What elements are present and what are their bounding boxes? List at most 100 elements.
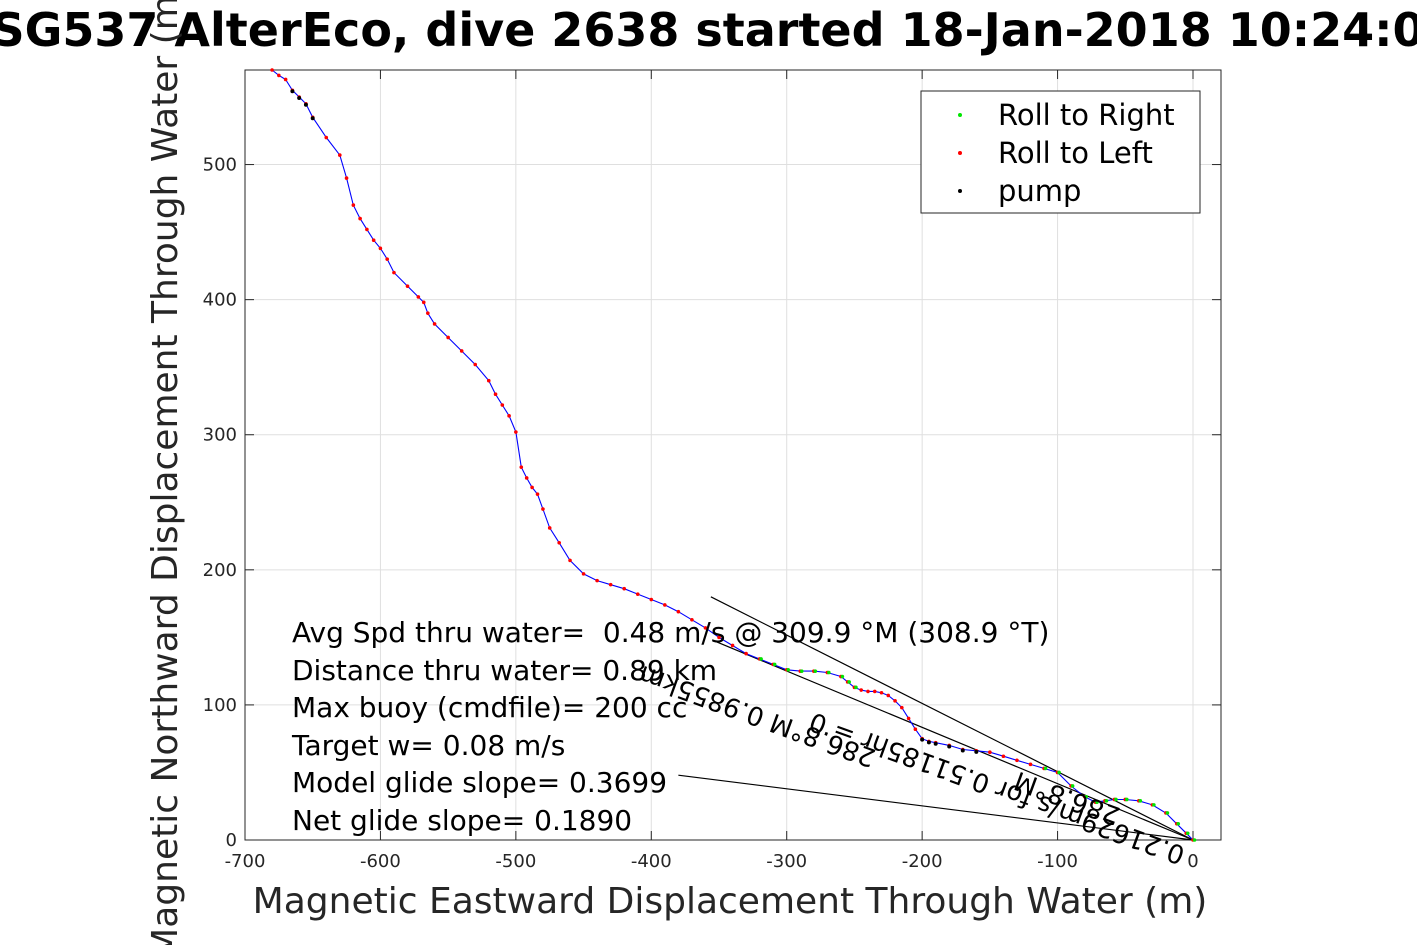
roll-left-marker	[649, 597, 654, 602]
roll-left-marker	[519, 465, 524, 469]
reference-line	[678, 774, 1194, 841]
roll-left-marker	[581, 572, 586, 576]
roll-right-marker	[786, 667, 791, 672]
roll-left-marker	[365, 227, 369, 232]
legend-label-pump: pump	[998, 174, 1081, 208]
pump-marker	[297, 96, 302, 101]
roll-left-marker	[524, 476, 529, 480]
roll-left-marker	[879, 690, 884, 695]
roll-right-marker	[854, 685, 858, 690]
roll-left-marker	[703, 626, 708, 630]
roll-right-marker	[1152, 803, 1156, 807]
pump-marker	[926, 740, 931, 745]
y-tick-label: 400	[203, 290, 237, 311]
roll-left-marker	[1028, 762, 1033, 767]
roll-left-marker	[421, 300, 426, 305]
roll-left-marker	[690, 618, 694, 622]
roll-left-marker	[392, 270, 396, 275]
roll-left-marker	[730, 643, 735, 648]
reference-line	[711, 639, 1194, 841]
pump-marker	[310, 116, 315, 121]
roll-left-marker	[568, 558, 572, 563]
roll-markers	[270, 68, 1197, 842]
roll-left-marker	[270, 68, 274, 72]
roll-left-marker	[988, 750, 992, 754]
plot-area-frame	[244, 69, 1222, 841]
pump-marker	[920, 737, 925, 742]
roll-right-marker	[1114, 797, 1118, 802]
legend-label-roll-right: Roll to Right	[998, 98, 1175, 132]
roll-left-marker	[378, 246, 383, 251]
roll-left-marker	[859, 688, 863, 692]
roll-right-marker	[840, 674, 845, 679]
roll-right-marker	[1104, 799, 1109, 803]
x-tick-label: -700	[225, 851, 266, 872]
roll-left-marker	[717, 635, 721, 640]
y-tick-label: 0	[226, 830, 237, 851]
roll-right-marker	[1165, 811, 1170, 815]
legend-box	[920, 90, 1201, 214]
roll-left-marker	[866, 689, 870, 694]
x-tick-label: -100	[1037, 851, 1078, 872]
roll-left-marker	[900, 705, 904, 710]
y-axis-ticks: 0 100 200 300 400 500	[203, 155, 1221, 851]
roll-right-marker	[772, 662, 777, 667]
y-tick-label: 300	[203, 425, 237, 446]
roll-left-marker	[676, 609, 681, 614]
roll-left-marker	[906, 716, 911, 721]
roll-left-marker	[446, 335, 450, 340]
pump-marker	[947, 744, 952, 749]
y-tick-label: 500	[203, 155, 237, 176]
roll-right-marker	[799, 669, 804, 673]
roll-left-marker	[1015, 758, 1019, 763]
x-tick-label: -400	[631, 851, 672, 872]
legend-marker-roll-left	[958, 151, 962, 155]
roll-left-marker	[608, 582, 613, 587]
info-distance: Distance thru water= 0.89 km	[292, 654, 717, 687]
roll-left-marker	[283, 77, 288, 82]
pump-marker	[960, 748, 965, 753]
legend-label-roll-left: Roll to Left	[998, 136, 1153, 170]
x-tick-label: -300	[766, 851, 807, 872]
roll-left-marker	[277, 73, 281, 78]
legend-marker-roll-right	[958, 113, 962, 117]
roll-right-marker	[1043, 766, 1048, 771]
roll-left-marker	[459, 349, 464, 353]
roll-left-marker	[358, 216, 362, 221]
x-tick-label: -200	[902, 851, 943, 872]
legend: Roll to Right Roll to Left pump	[920, 90, 1201, 214]
roll-right-marker	[827, 670, 831, 675]
roll-right-marker	[759, 657, 763, 661]
x-tick-label: -600	[360, 851, 401, 872]
roll-left-marker	[514, 430, 518, 434]
y-tick-label: 100	[203, 695, 237, 716]
roll-left-marker	[432, 322, 437, 326]
roll-left-marker	[535, 492, 540, 496]
roll-right-marker	[1192, 838, 1197, 842]
roll-left-marker	[744, 651, 748, 656]
roll-right-marker	[1095, 800, 1099, 804]
y-axis-label: Magnetic Northward Displacement Through …	[145, 0, 186, 945]
roll-left-marker	[473, 362, 478, 367]
roll-left-marker	[547, 526, 552, 530]
roll-left-marker	[344, 176, 349, 180]
current-speed-label: 0.21629m/s for 0.51185hr = 0	[806, 706, 1189, 870]
roll-right-marker	[1070, 784, 1075, 788]
roll-left-marker	[872, 689, 877, 694]
chart-title: SG537 AlterEco, dive 2638 started 18-Jan…	[0, 3, 1417, 57]
roll-left-marker	[622, 586, 626, 591]
roll-left-marker	[530, 485, 534, 490]
roll-right-marker	[1057, 770, 1061, 775]
roll-left-marker	[595, 578, 599, 583]
info-max-buoy: Max buoy (cmdfile)= 200 cc	[292, 691, 687, 724]
roll-right-marker	[1138, 799, 1143, 803]
roll-right-marker	[813, 669, 818, 673]
pump-marker	[290, 89, 295, 94]
x-tick-label: 0	[1187, 851, 1198, 872]
roll-right-marker	[847, 680, 851, 684]
info-net-glide-slope: Net glide slope= 0.1890	[292, 804, 632, 837]
legend-marker-pump	[958, 189, 962, 193]
pump-marker	[933, 741, 938, 746]
roll-left-marker	[913, 727, 918, 732]
